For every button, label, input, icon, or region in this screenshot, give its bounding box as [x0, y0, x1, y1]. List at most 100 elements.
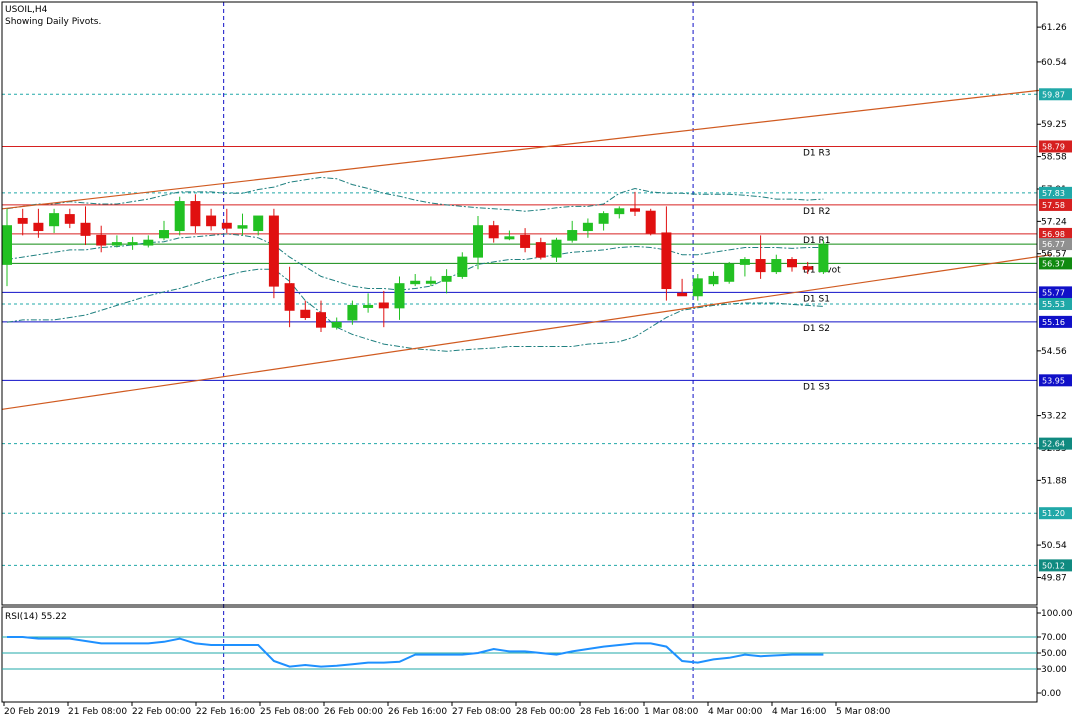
- time-tick-label: 20 Feb 2019: [4, 707, 60, 717]
- time-tick-label: 5 Mar 08:00: [836, 707, 891, 717]
- price-tick-label: 51.88: [1041, 476, 1067, 486]
- price-label: 58.79: [1039, 140, 1072, 153]
- time-tick-label: 26 Feb 00:00: [324, 707, 383, 717]
- time-tick-label: 4 Mar 00:00: [708, 707, 763, 717]
- candle-body: [771, 259, 782, 273]
- price-tick-label: 58.58: [1041, 153, 1067, 163]
- candle: [64, 208, 75, 229]
- candle-body: [80, 222, 91, 236]
- candle: [630, 191, 640, 217]
- candle-body: [520, 234, 531, 248]
- price-label: 52.64: [1039, 437, 1072, 450]
- candle-body: [567, 230, 578, 241]
- candle-body: [253, 215, 264, 232]
- candle-body: [473, 225, 483, 258]
- candle: [661, 206, 672, 301]
- candle: [818, 240, 829, 275]
- candle-body: [190, 201, 201, 227]
- envelope-upper-line: [6, 176, 824, 212]
- candle: [127, 236, 138, 250]
- candle-body: [535, 242, 546, 258]
- candle: [441, 269, 452, 294]
- price-label-text: 56.77: [1042, 240, 1065, 249]
- candle-body: [221, 222, 232, 229]
- candle: [614, 206, 625, 219]
- candle: [739, 257, 750, 277]
- pivot-label: D1 S3: [803, 382, 830, 392]
- rsi-tick-label: 50.00: [1041, 649, 1067, 659]
- envelope-lines: [6, 176, 824, 352]
- price-label-text: 55.16: [1042, 318, 1065, 327]
- price-label-bg: [1039, 507, 1072, 520]
- candle-body: [582, 222, 593, 232]
- price-label-bg: [1039, 198, 1072, 211]
- candle-body: [316, 312, 326, 328]
- candle: [206, 208, 217, 231]
- candle-body: [300, 309, 311, 319]
- candle: [457, 252, 468, 279]
- candle: [394, 276, 405, 320]
- candle: [410, 274, 421, 287]
- candle: [755, 235, 766, 279]
- candle-body: [284, 283, 295, 311]
- price-tick-label: 61.26: [1041, 23, 1067, 33]
- candle: [425, 276, 436, 287]
- price-label: 57.83: [1039, 186, 1072, 199]
- pivot-label: D1 R1: [803, 236, 831, 246]
- candle: [143, 235, 154, 248]
- time-tick-label: 28 Feb 16:00: [580, 707, 639, 717]
- candle-body: [630, 208, 640, 212]
- price-label-text: 50.12: [1042, 561, 1065, 570]
- candle-body: [268, 215, 279, 287]
- candle: [17, 208, 28, 236]
- price-tick-label: 57.24: [1041, 217, 1067, 227]
- price-label-bg: [1039, 238, 1072, 251]
- candle-body: [206, 215, 217, 227]
- candle: [378, 290, 389, 328]
- candle-body: [802, 266, 813, 270]
- candle-body: [677, 292, 688, 297]
- time-tick-label: 25 Feb 08:00: [260, 707, 319, 717]
- price-label-text: 57.83: [1042, 189, 1065, 198]
- candle: [520, 228, 531, 253]
- price-label-bg: [1039, 559, 1072, 572]
- candle-body: [363, 304, 374, 308]
- pivot-label: D1 R2: [803, 207, 831, 217]
- candle-body: [614, 208, 625, 215]
- candle: [268, 208, 279, 299]
- candle: [535, 237, 546, 260]
- candle-body: [708, 275, 719, 285]
- rsi-tick-label: 30.00: [1041, 665, 1067, 675]
- candle-body: [127, 242, 138, 246]
- price-label-text: 57.58: [1042, 201, 1065, 210]
- candle: [111, 235, 122, 248]
- candle: [80, 206, 91, 246]
- time-tick-label: 21 Feb 08:00: [68, 707, 127, 717]
- candle: [488, 220, 499, 243]
- candle: [598, 211, 609, 231]
- price-tick-label: 54.56: [1041, 347, 1067, 357]
- main-panel-border: [1, 1, 1038, 606]
- price-label-text: 56.98: [1042, 230, 1065, 239]
- price-tick-label: 53.22: [1041, 412, 1067, 422]
- candle-body: [331, 321, 342, 328]
- candle-body: [645, 210, 656, 234]
- candle: [190, 194, 201, 233]
- candle-body: [143, 239, 154, 246]
- candle-body: [49, 213, 60, 227]
- candle-body: [96, 234, 107, 246]
- candle-body: [787, 259, 797, 268]
- price-label-bg: [1039, 227, 1072, 240]
- candle: [708, 271, 719, 287]
- price-label-bg: [1039, 374, 1072, 387]
- rsi-title: RSI(14) 55.22: [5, 612, 67, 622]
- candle-body: [159, 230, 169, 239]
- candle: [504, 230, 515, 241]
- candle-body: [394, 283, 405, 309]
- candle: [551, 237, 562, 262]
- rsi-panel-border: [1, 606, 1038, 703]
- candle-body: [174, 201, 185, 232]
- candles: [2, 191, 829, 333]
